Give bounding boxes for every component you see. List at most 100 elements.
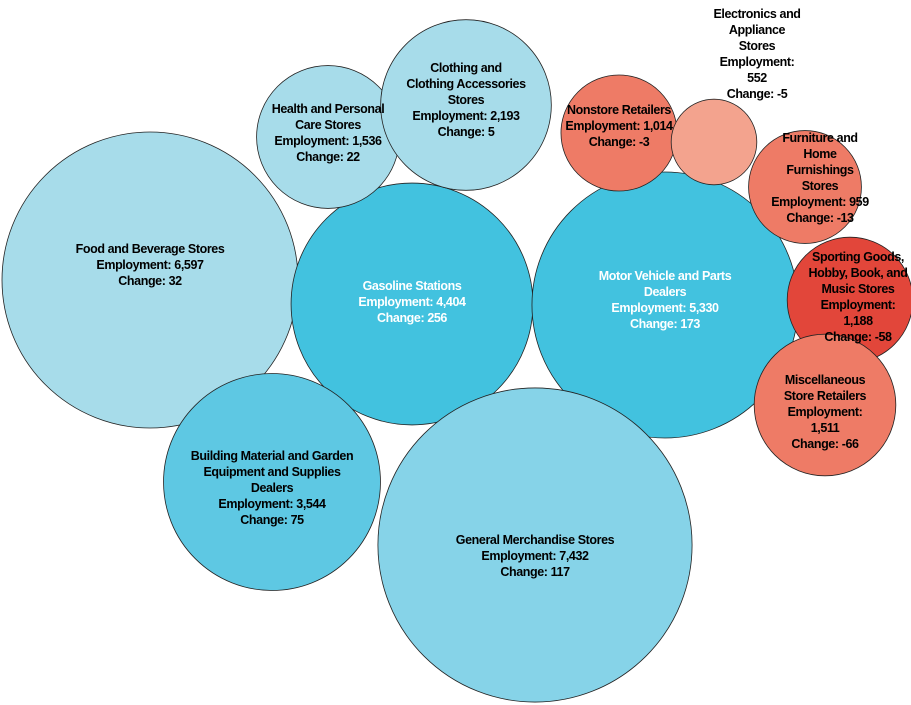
change-line: Change: -13: [786, 210, 854, 226]
category-name: Building Material and Garden Equipment a…: [190, 449, 354, 495]
category-name: Food and Beverage Stores: [75, 242, 225, 256]
bubble: [380, 19, 552, 191]
employment-line: Employment: 959: [771, 194, 869, 210]
change-label: Change:: [377, 311, 425, 325]
change-label: Change:: [500, 565, 548, 579]
change-line: Change: -66: [791, 436, 859, 452]
employment-value: 6,597: [174, 258, 204, 272]
employment-value: 5,330: [689, 301, 719, 315]
change-line: Change: -58: [824, 329, 892, 345]
bubble: [163, 373, 381, 591]
employment-line: Employment: 2,193: [412, 108, 520, 124]
change-value: 32: [168, 274, 183, 288]
bubble-label: Miscellaneous Store RetailersEmployment:…: [778, 373, 873, 452]
bubble-label: Motor Vehicle and Parts DealersEmploymen…: [598, 269, 732, 332]
category-name: Furniture and Home Furnishings Stores: [782, 131, 858, 193]
employment-label: Employment:: [274, 134, 350, 148]
label-box: Sporting Goods, Hobby, Book, and Music S…: [806, 197, 911, 397]
change-label: Change:: [786, 211, 834, 225]
change-line: Change: 256: [377, 310, 447, 326]
employment-label: Employment:: [771, 195, 847, 209]
change-value: -3: [638, 135, 650, 149]
label-box: General Merchandise Stores Employment: 7,…: [425, 456, 645, 656]
employment-line: Employment: 1,014: [565, 118, 673, 134]
employment-line: Employment: 1,536: [274, 133, 382, 149]
label-box: Furniture and Home Furnishings Stores Emp…: [770, 78, 870, 278]
bubble-label: Sporting Goods, Hobby, Book, and Music S…: [806, 197, 911, 397]
employment-line: Employment: 5,330: [611, 300, 719, 316]
change-label: Change:: [240, 513, 288, 527]
employment-label: Employment:: [218, 497, 294, 511]
bubble-label: Clothing and Clothing Accessories Stores…: [406, 0, 526, 200]
change-value: 117: [550, 565, 570, 579]
label-box: Gasoline Stations Employment: 4,404 Change…: [347, 202, 477, 402]
category-name: Electronics and Appliance Stores: [713, 7, 801, 53]
employment-line: Employment: 3,544: [218, 496, 326, 512]
employment-value: 7,432: [559, 549, 589, 563]
label-box: Nonstore Retailers Employment: 1,014 Chang…: [559, 26, 679, 226]
bubble: [670, 98, 758, 186]
employment-label: Employment:: [481, 549, 557, 563]
employment-label: Employment:: [787, 405, 863, 419]
employment-label: Employment:: [412, 109, 488, 123]
change-label: Change:: [437, 125, 486, 139]
category-name: Gasoline Stations: [362, 279, 462, 293]
label-box: Health and Personal Care Stores Employmen…: [263, 33, 393, 233]
employment-line: Employment: 4,404: [358, 294, 466, 310]
employment-label: Employment:: [96, 258, 172, 272]
category-name: Miscellaneous Store Retailers: [783, 373, 867, 403]
bubble: [748, 130, 862, 244]
change-label: Change:: [296, 150, 344, 164]
change-label: Change:: [630, 317, 678, 331]
category-name: Sporting Goods, Hobby, Book, and Music S…: [808, 250, 908, 296]
change-line: Change: 173: [630, 316, 700, 332]
change-line: Change: -3: [589, 134, 650, 150]
employment-line: Employment: 1,188: [806, 297, 911, 329]
label-box: Clothing and Clothing Accessories Stores…: [406, 0, 526, 200]
employment-label: Employment:: [820, 298, 896, 312]
change-value: 256: [427, 311, 447, 325]
label-box: Building Material and Garden Equipment a…: [187, 388, 357, 588]
employment-value: 3,544: [296, 497, 326, 511]
change-label: Change:: [588, 135, 637, 149]
category-name: Nonstore Retailers: [567, 103, 671, 117]
change-label: Change:: [726, 87, 775, 101]
category-name: Motor Vehicle and Parts Dealers: [598, 269, 732, 299]
employment-label: Employment:: [611, 301, 687, 315]
bubble: [377, 387, 693, 703]
change-line: Change: 22: [296, 149, 361, 165]
change-value: 5: [487, 125, 495, 139]
employment-line: Employment: 7,432: [481, 548, 589, 564]
change-line: Change: 117: [500, 564, 570, 580]
change-label: Change:: [824, 330, 872, 344]
employment-value: 1,536: [352, 134, 382, 148]
change-value: -66: [841, 437, 859, 451]
employment-value: 1,511: [810, 421, 840, 435]
change-value: 22: [346, 150, 361, 164]
change-line: Change: 32: [118, 273, 183, 289]
change-value: -13: [836, 211, 854, 225]
employment-line: Employment: 1,511: [778, 404, 873, 436]
category-name: General Merchandise Stores: [455, 533, 615, 547]
employment-value: 2,193: [490, 109, 520, 123]
bubble-label: Health and Personal Care StoresEmploymen…: [263, 33, 393, 233]
bubble-label: Electronics and Appliance Stores Employme…: [713, 7, 801, 101]
change-value: -58: [874, 330, 892, 344]
change-value: 75: [290, 513, 305, 527]
change-line: Change: 5: [438, 124, 495, 140]
employment-label: Employment:: [719, 55, 795, 69]
change-value: 173: [680, 317, 700, 331]
label-box: Food and Beverage Stores Employment: 6,59…: [50, 165, 250, 365]
employment-value: 4,404: [436, 295, 466, 309]
employment-line: Employment: 6,597: [96, 257, 204, 273]
bubble: [753, 333, 897, 477]
change-label: Change:: [791, 437, 839, 451]
change-line: Change: 75: [240, 512, 305, 528]
employment-value: 1,014: [643, 119, 673, 133]
bubble-label: Furniture and Home Furnishings StoresEmp…: [770, 78, 870, 278]
